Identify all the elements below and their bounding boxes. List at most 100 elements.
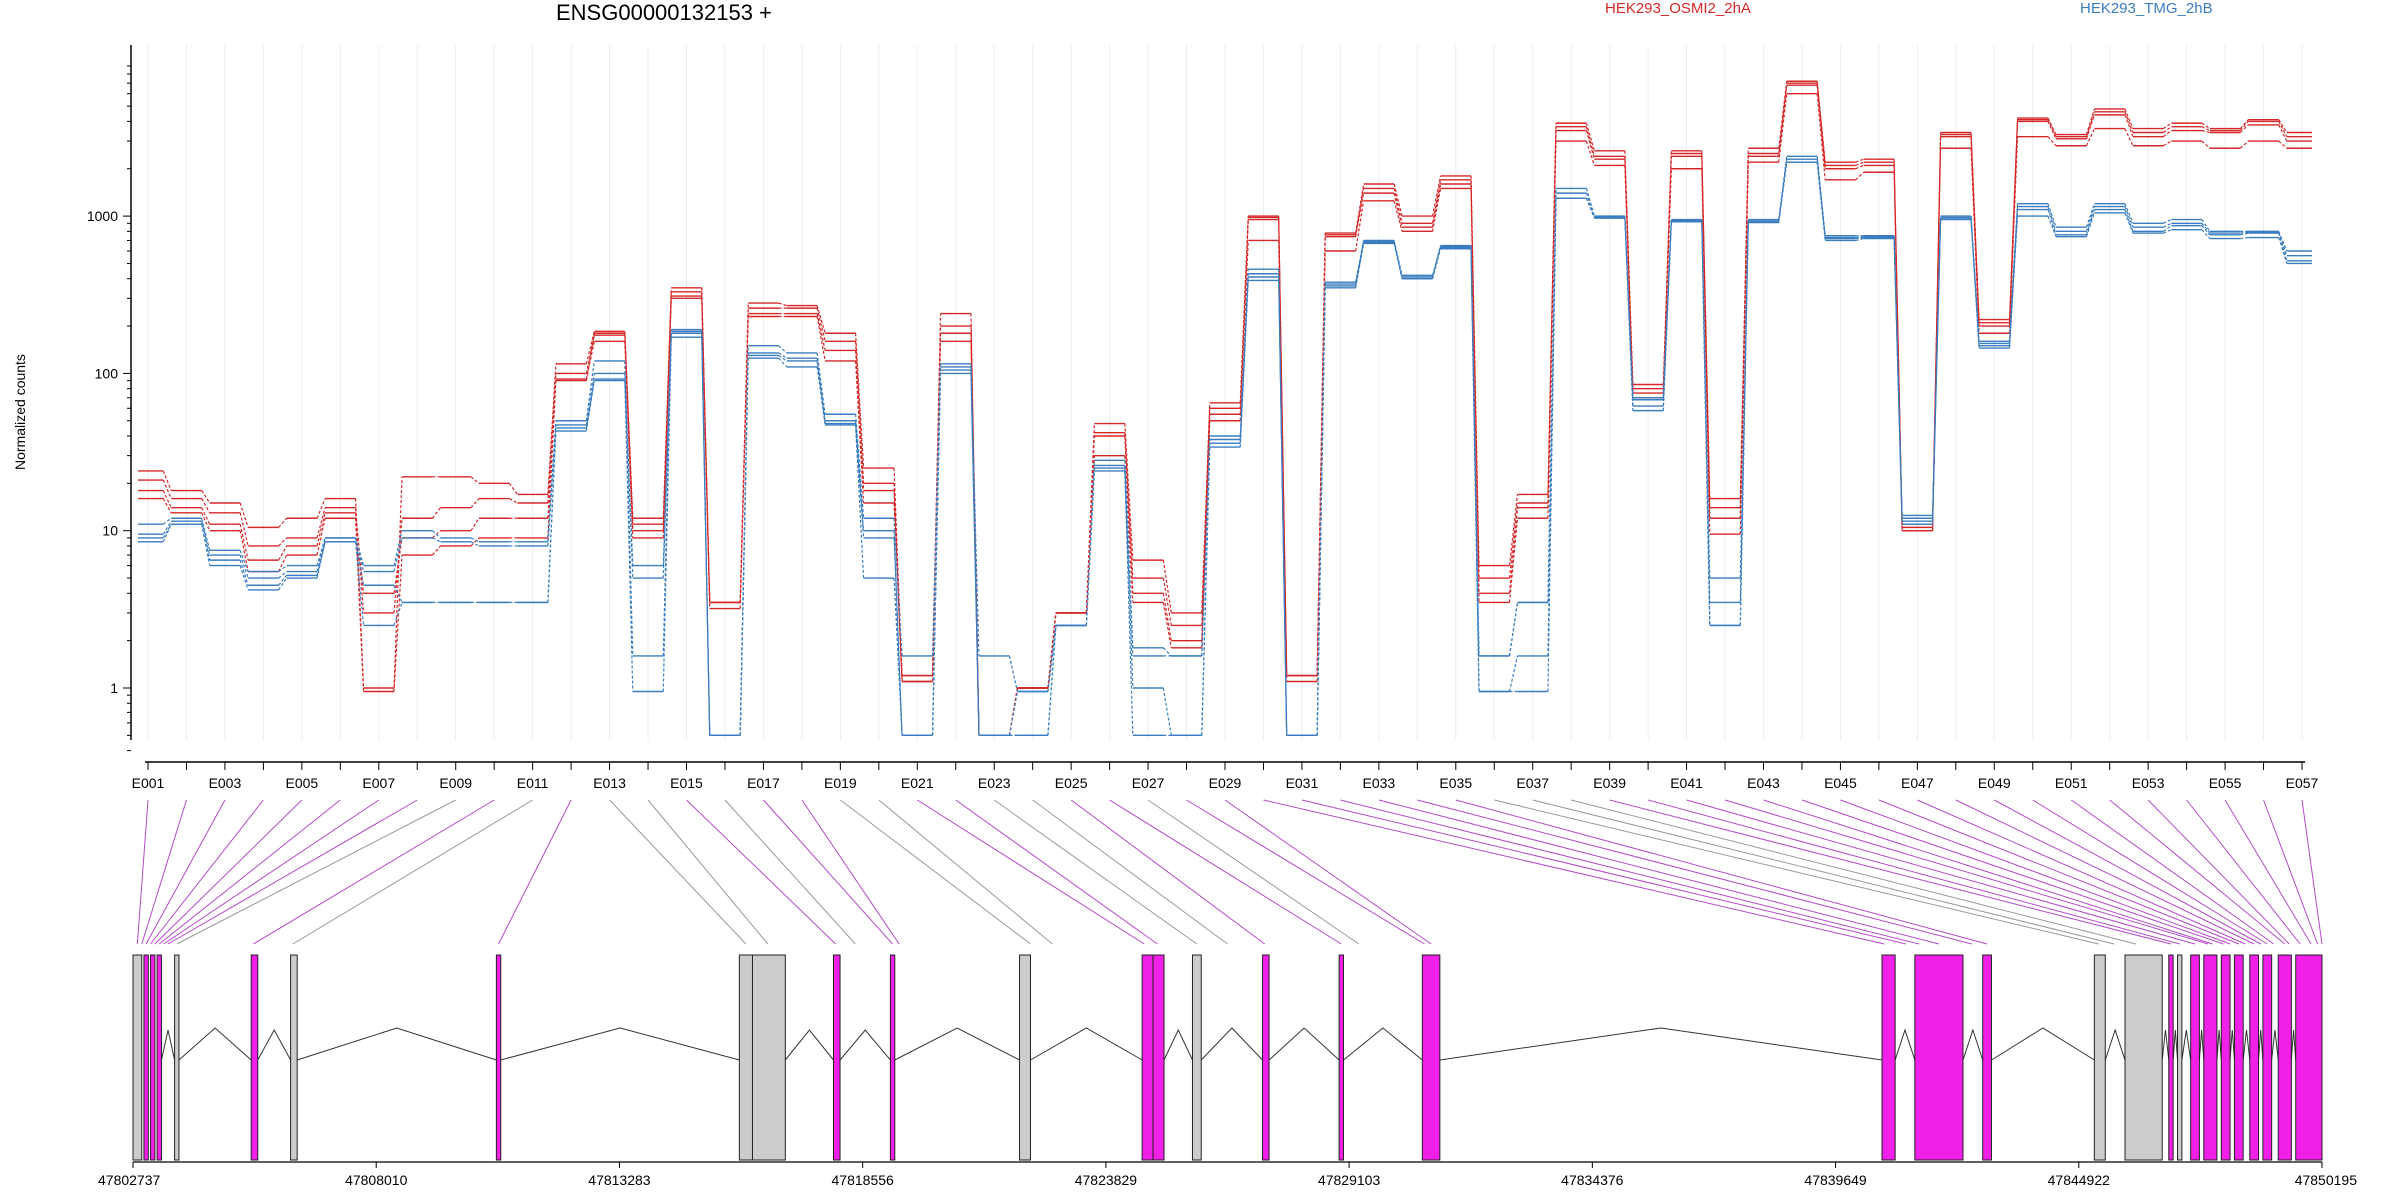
series-connector — [2047, 117, 2057, 135]
series-connector — [1162, 560, 1172, 614]
series-connector — [2201, 140, 2211, 149]
series-connector — [2239, 124, 2249, 133]
exon-connector — [609, 799, 747, 945]
exon-block-significant — [2220, 954, 2231, 1161]
exon-block-significant — [1421, 954, 1441, 1161]
series-connector — [1816, 93, 1826, 180]
series-connector — [701, 298, 711, 609]
grid-lines — [147, 45, 2303, 740]
exon-block-significant — [2262, 954, 2273, 1161]
series-connector — [1393, 188, 1403, 224]
intron-line — [2271, 1029, 2279, 1061]
exon-connector — [2224, 799, 2312, 945]
series-connector — [2201, 222, 2211, 234]
series-connector — [2047, 209, 2057, 236]
series-connector — [1585, 197, 1595, 219]
series-connector — [470, 517, 480, 532]
series-connector — [316, 541, 326, 576]
x-tick-label: E027 — [1132, 775, 1165, 791]
series-connector — [931, 363, 942, 656]
exon-connector — [1955, 799, 2255, 945]
intron-line — [2181, 1029, 2192, 1061]
series-connector — [2085, 206, 2096, 232]
series-connector — [816, 352, 826, 415]
series-connector — [2278, 140, 2288, 149]
series-connector — [2124, 128, 2134, 147]
exon-connector — [158, 799, 341, 945]
series-connector — [778, 352, 787, 359]
series-connector — [1508, 494, 1519, 566]
exon-connector — [1417, 799, 1972, 945]
x-tick-label: E015 — [670, 775, 703, 791]
series-connector — [2240, 237, 2249, 240]
series-connector — [1624, 218, 1634, 411]
series-connector — [624, 333, 634, 525]
series-connector — [1585, 126, 1595, 157]
series-connector — [470, 537, 480, 543]
series-connector — [1201, 439, 1211, 656]
series-connector — [1124, 432, 1134, 579]
exon-connector — [724, 799, 856, 945]
exon-block-significant — [2295, 954, 2323, 1161]
series-connector — [2047, 203, 2057, 228]
intron-line — [2290, 1029, 2297, 1061]
exon-connector — [1301, 799, 1907, 945]
exon-connector — [1724, 799, 2209, 945]
series-connector — [201, 512, 211, 531]
series-connector — [1393, 243, 1403, 279]
x-tick-label: E053 — [2132, 775, 2165, 791]
exon-connector — [167, 799, 418, 945]
series-connector — [1893, 238, 1903, 525]
series-connector — [970, 363, 980, 656]
exon-connector — [1494, 799, 2099, 945]
genomic-tick-label: 47844922 — [2048, 1172, 2111, 1188]
series-connector — [1816, 162, 1826, 241]
intron-line — [1200, 1027, 1263, 1061]
series-connector — [931, 373, 942, 736]
series-lines — [138, 80, 2312, 737]
series-connector — [2085, 209, 2096, 236]
series-connector — [1431, 175, 1442, 217]
exon-block-significant — [2277, 954, 2292, 1161]
x-tick-label: E051 — [2055, 775, 2088, 791]
series-connector — [1855, 171, 1865, 181]
series-connector — [1201, 447, 1211, 736]
series-connector — [354, 541, 365, 626]
series-connector — [970, 373, 980, 736]
series-connector — [1278, 217, 1288, 676]
series-connector — [2124, 212, 2134, 234]
series-connector — [893, 578, 903, 736]
exon-block-significant — [150, 954, 156, 1161]
exon-connector — [1686, 799, 2196, 945]
series-connector — [278, 574, 288, 586]
exon-connector — [498, 799, 572, 945]
series-connector — [2124, 209, 2134, 232]
series-connector — [162, 520, 172, 535]
series-connector — [1008, 691, 1019, 736]
series-connector — [1508, 655, 1519, 692]
x-tick-label: E047 — [1901, 775, 1934, 791]
intron-line — [1894, 1028, 1916, 1061]
exon-block-significant — [495, 954, 502, 1161]
series-connector — [1431, 248, 1442, 279]
exon-connector — [1532, 799, 2115, 945]
x-tick-label: E035 — [1439, 775, 1472, 791]
exon-block — [2124, 954, 2163, 1161]
exon-connector — [292, 799, 533, 945]
series-connector — [854, 360, 865, 504]
exon-block-significant — [156, 954, 162, 1161]
series-connector — [1008, 655, 1019, 692]
genomic-tick-label: 47850195 — [2295, 1172, 2358, 1188]
series-connector — [316, 518, 326, 556]
series-connector — [432, 507, 441, 519]
x-tick-label: E025 — [1055, 775, 1088, 791]
series-connector — [1393, 200, 1403, 232]
series-connector — [1547, 130, 1557, 508]
x-tick-label: E001 — [132, 775, 165, 791]
exon-block-significant — [250, 954, 259, 1161]
genomic-axis: 47802737 47808010 47813283 47818556 47823829… — [98, 1161, 2358, 1188]
series-connector — [239, 550, 249, 572]
series-connector — [1855, 161, 1864, 166]
exon-connector — [647, 799, 769, 945]
genomic-tick-label: 47808010 — [345, 1172, 408, 1188]
